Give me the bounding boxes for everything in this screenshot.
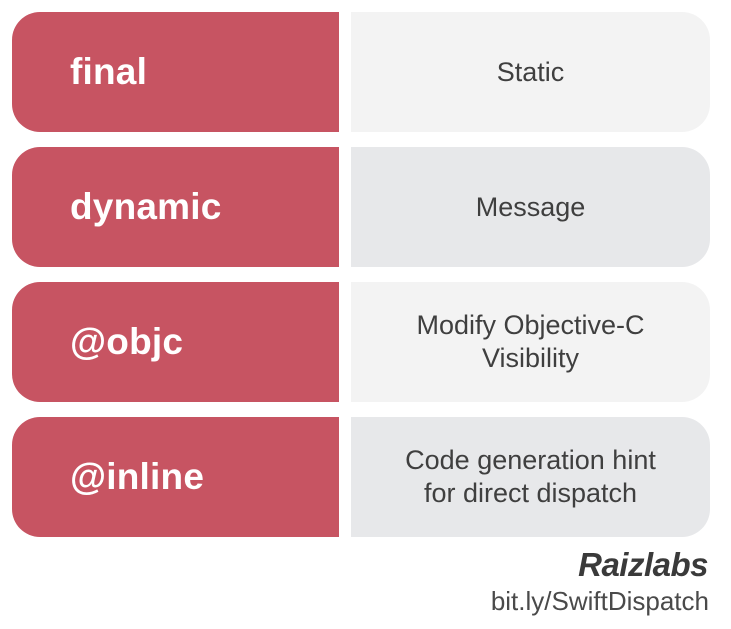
meaning-line-1: Static <box>496 56 565 87</box>
meaning-line-1: Message <box>475 191 586 222</box>
row-final: final Static <box>12 12 710 132</box>
meaning-line-1: Code generation hint <box>405 445 656 475</box>
meaning-cell: Static <box>351 12 710 132</box>
keyword-cell: @inline <box>12 417 339 537</box>
keyword-label: final <box>70 51 148 92</box>
row-divider <box>339 282 351 402</box>
keyword-label: dynamic <box>70 186 222 227</box>
keyword-label: @objc <box>70 321 184 362</box>
meaning-line-2: for direct dispatch <box>423 478 638 508</box>
keyword-cell: final <box>12 12 339 132</box>
row-divider <box>339 12 351 132</box>
keyword-cell: dynamic <box>12 147 339 267</box>
row-objc: @objc Modify Objective-C Visibility <box>12 282 710 402</box>
row-divider <box>339 417 351 537</box>
keyword-label: @inline <box>70 456 205 497</box>
meaning-cell: Modify Objective-C Visibility <box>351 282 710 402</box>
row-inline: @inline Code generation hint for direct … <box>12 417 710 537</box>
meaning-line-1: Modify Objective-C <box>416 310 645 340</box>
meaning-line-2: Visibility <box>481 343 579 373</box>
keyword-cell: @objc <box>12 282 339 402</box>
meaning-cell: Message <box>351 147 710 267</box>
row-dynamic: dynamic Message <box>12 147 710 267</box>
footer-link[interactable]: bit.ly/SwiftDispatch <box>490 586 709 616</box>
row-divider <box>339 147 351 267</box>
meaning-cell: Code generation hint for direct dispatch <box>351 417 710 537</box>
brand-logo: Raizlabs <box>578 546 708 583</box>
